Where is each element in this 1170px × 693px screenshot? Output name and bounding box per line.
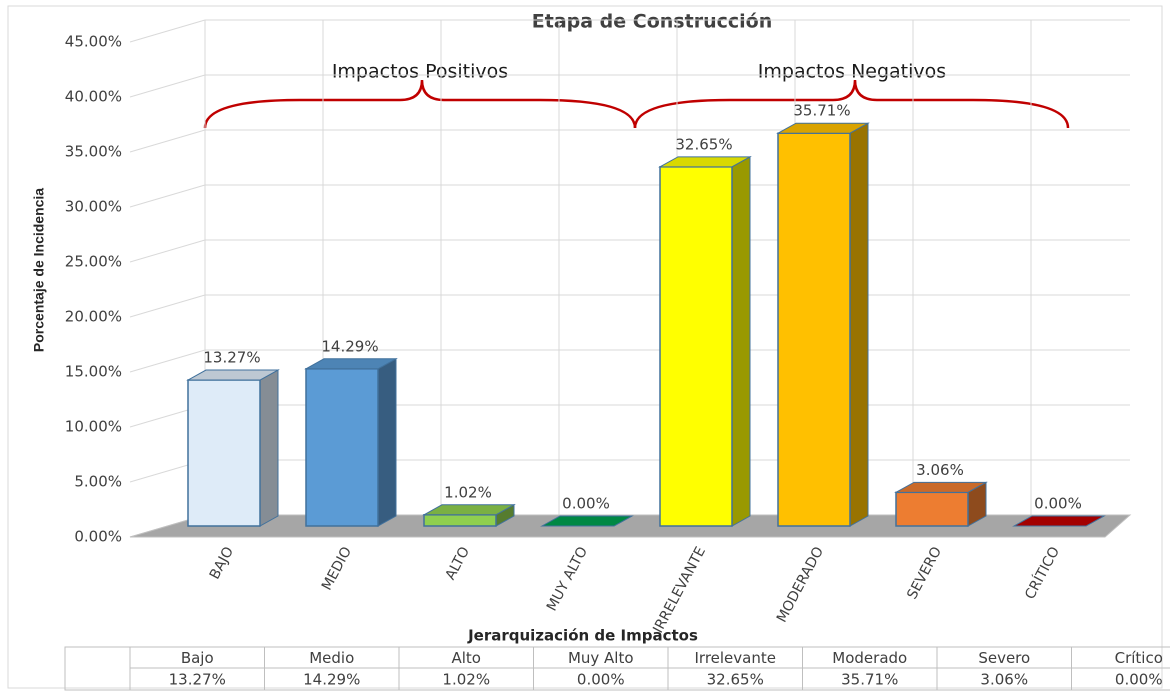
annotation: Impactos Negativos bbox=[758, 61, 946, 83]
bar bbox=[895, 491, 969, 527]
grid-line bbox=[129, 129, 206, 153]
grid-line bbox=[129, 239, 206, 263]
bar-side bbox=[731, 156, 751, 527]
brace bbox=[203, 79, 637, 129]
y-tick-label: 25.00% bbox=[65, 253, 122, 271]
bar-top bbox=[658, 156, 752, 168]
x-axis-label: Jerarquización de Impactos bbox=[467, 627, 698, 645]
y-tick-label: 20.00% bbox=[65, 308, 122, 326]
bar-top bbox=[422, 504, 516, 516]
y-tick-label: 0.00% bbox=[74, 528, 122, 546]
bar-side bbox=[849, 122, 869, 527]
bar-top bbox=[304, 358, 398, 370]
y-tick-label: 5.00% bbox=[74, 473, 122, 491]
y-tick-label: 35.00% bbox=[65, 143, 122, 161]
bar-top bbox=[776, 122, 870, 134]
value-label: 14.29% bbox=[321, 337, 378, 355]
bar bbox=[659, 166, 733, 527]
table-value: 3.06% bbox=[980, 671, 1028, 689]
table-header: Bajo bbox=[181, 649, 214, 667]
table-value: 0.00% bbox=[577, 671, 625, 689]
table-header: Alto bbox=[452, 649, 482, 667]
table-value: 32.65% bbox=[707, 671, 764, 689]
table-value: 35.71% bbox=[841, 671, 898, 689]
value-label: 13.27% bbox=[203, 349, 260, 367]
table-header: Muy Alto bbox=[568, 649, 634, 667]
value-label: 1.02% bbox=[444, 483, 492, 501]
table-header: Severo bbox=[978, 649, 1030, 667]
table-header: Crítico bbox=[1115, 649, 1163, 667]
bar bbox=[423, 514, 497, 527]
value-label: 0.00% bbox=[1034, 495, 1082, 513]
table-value: 13.27% bbox=[169, 671, 226, 689]
bar-top bbox=[894, 481, 988, 493]
table-header: Moderado bbox=[832, 649, 907, 667]
bar bbox=[187, 379, 261, 527]
y-tick-label: 10.00% bbox=[65, 418, 122, 436]
value-label: 35.71% bbox=[793, 102, 850, 120]
bar-top bbox=[186, 369, 280, 381]
y-axis-label: Porcentaje de Incidencia bbox=[31, 188, 47, 352]
value-label: 3.06% bbox=[916, 461, 964, 479]
y-tick-label: 40.00% bbox=[65, 88, 122, 106]
bar-side bbox=[377, 357, 397, 527]
grid-line bbox=[129, 74, 206, 98]
grid-line bbox=[129, 184, 206, 208]
annotation: Impactos Positivos bbox=[332, 61, 508, 83]
chart-title: Etapa de Construcción bbox=[532, 11, 772, 33]
table-value: 1.02% bbox=[442, 671, 490, 689]
table-value: 14.29% bbox=[303, 671, 360, 689]
chart-border bbox=[7, 5, 1163, 689]
y-tick-label: 15.00% bbox=[65, 363, 122, 381]
y-tick-label: 45.00% bbox=[65, 33, 122, 51]
table-header: Irrelevante bbox=[695, 649, 776, 667]
table-cell bbox=[1071, 667, 1170, 691]
data-table: Bajo 13.27% Medio 14.29% Alto 1.02% Muy Alto 0.… bbox=[64, 646, 1170, 691]
brace bbox=[633, 79, 1070, 129]
y-tick-label: 30.00% bbox=[65, 198, 122, 216]
grid-line bbox=[129, 19, 206, 43]
value-label: 0.00% bbox=[562, 495, 610, 513]
bar bbox=[777, 132, 851, 527]
table-value: 0.00% bbox=[1115, 671, 1163, 689]
value-label: 32.65% bbox=[675, 135, 732, 153]
table-header: Medio bbox=[309, 649, 354, 667]
grid-line bbox=[129, 349, 206, 373]
bar-top bbox=[540, 515, 634, 527]
grid-line bbox=[129, 294, 206, 318]
bar bbox=[305, 368, 379, 527]
bar-side bbox=[259, 369, 279, 527]
bar-top bbox=[1012, 515, 1106, 527]
